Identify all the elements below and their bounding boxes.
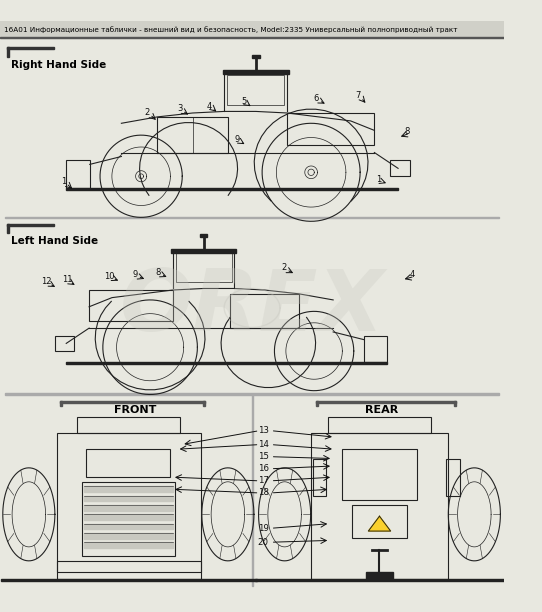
- Bar: [311, 433, 448, 580]
- Bar: [66, 362, 386, 364]
- Bar: [171, 249, 236, 253]
- Bar: [252, 54, 260, 58]
- Bar: [89, 290, 173, 321]
- Bar: [454, 401, 456, 406]
- Text: 10: 10: [105, 272, 115, 281]
- Bar: [57, 561, 201, 572]
- Bar: [255, 580, 504, 581]
- Bar: [83, 542, 173, 548]
- Bar: [83, 533, 173, 539]
- Text: 16: 16: [257, 465, 269, 473]
- Bar: [223, 70, 289, 74]
- Bar: [57, 433, 201, 580]
- Bar: [66, 188, 398, 190]
- Text: 9: 9: [235, 135, 240, 144]
- Text: 2: 2: [281, 263, 286, 272]
- Bar: [199, 234, 208, 237]
- Bar: [82, 482, 175, 556]
- Bar: [365, 572, 393, 580]
- Bar: [61, 401, 205, 403]
- Text: 12: 12: [41, 277, 51, 286]
- Bar: [352, 505, 408, 537]
- Text: 8: 8: [405, 127, 410, 136]
- Bar: [328, 417, 431, 433]
- Bar: [77, 417, 179, 433]
- Bar: [364, 336, 386, 362]
- Text: 7: 7: [356, 91, 361, 100]
- Text: 19: 19: [257, 524, 268, 533]
- Bar: [8, 224, 9, 233]
- Text: OREX: OREX: [120, 266, 384, 349]
- Bar: [5, 217, 500, 218]
- Bar: [390, 160, 410, 176]
- Text: 18: 18: [257, 488, 269, 498]
- Bar: [87, 449, 170, 477]
- Bar: [157, 117, 228, 152]
- Text: 2: 2: [144, 108, 150, 117]
- Polygon shape: [369, 516, 391, 531]
- Text: 8: 8: [156, 268, 161, 277]
- Bar: [316, 401, 456, 403]
- Bar: [252, 395, 254, 586]
- Text: 9: 9: [132, 270, 138, 279]
- Text: 17: 17: [257, 476, 269, 485]
- Text: 3: 3: [177, 104, 182, 113]
- Bar: [230, 294, 299, 328]
- Bar: [83, 505, 173, 510]
- Text: 16A01 Информационные таблички - внешний вид и безопасность, Model:2335 Универсал: 16A01 Информационные таблички - внешний …: [4, 26, 457, 33]
- Bar: [83, 487, 173, 492]
- Text: 5: 5: [241, 97, 246, 106]
- Bar: [316, 401, 318, 406]
- Bar: [83, 514, 173, 520]
- Bar: [203, 401, 205, 406]
- Bar: [1, 580, 257, 581]
- Bar: [0, 37, 504, 38]
- Bar: [55, 336, 74, 351]
- Bar: [61, 401, 62, 406]
- Bar: [343, 449, 417, 501]
- Bar: [83, 524, 173, 529]
- Bar: [313, 458, 326, 496]
- Bar: [0, 21, 504, 38]
- Bar: [8, 224, 54, 226]
- Text: 15: 15: [257, 452, 269, 461]
- Text: 20: 20: [257, 538, 269, 547]
- Text: 14: 14: [257, 440, 269, 449]
- Text: 1: 1: [376, 175, 381, 184]
- Text: 4: 4: [207, 102, 212, 111]
- Text: FRONT: FRONT: [114, 405, 156, 414]
- Bar: [447, 458, 460, 496]
- Bar: [176, 253, 232, 282]
- Bar: [5, 394, 500, 395]
- Text: 1: 1: [61, 177, 66, 186]
- Text: REAR: REAR: [365, 405, 398, 414]
- Bar: [8, 48, 9, 57]
- Text: 6: 6: [314, 94, 319, 103]
- Bar: [287, 113, 375, 144]
- Bar: [66, 160, 90, 188]
- Bar: [83, 496, 173, 501]
- Bar: [8, 48, 54, 50]
- Text: 4: 4: [409, 270, 415, 279]
- Bar: [227, 75, 284, 105]
- Text: Right Hand Side: Right Hand Side: [11, 59, 106, 70]
- Text: 13: 13: [257, 426, 269, 435]
- Text: Left Hand Side: Left Hand Side: [11, 236, 98, 246]
- Text: 11: 11: [62, 275, 72, 285]
